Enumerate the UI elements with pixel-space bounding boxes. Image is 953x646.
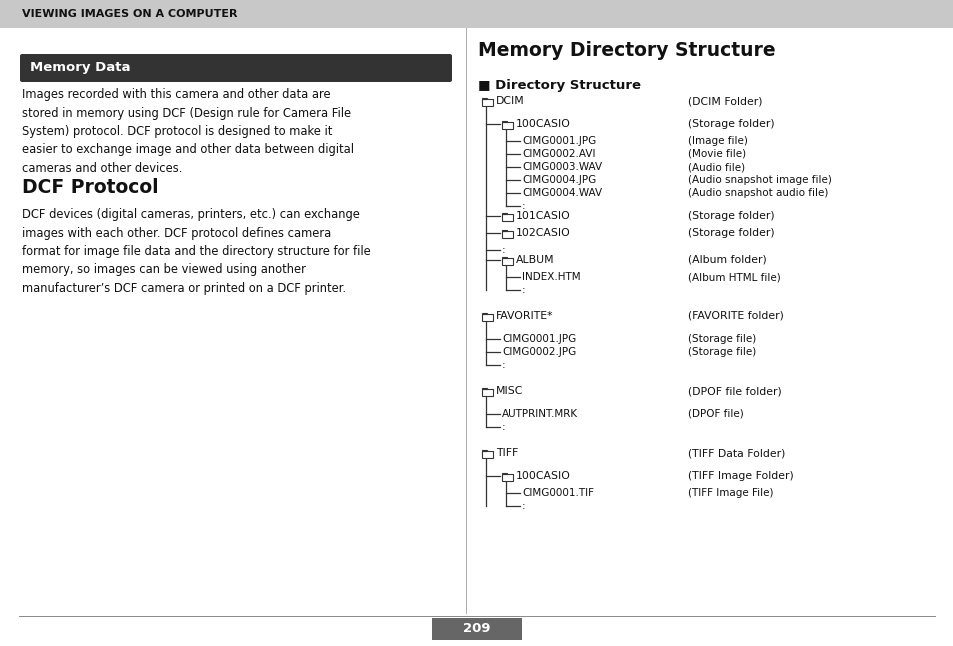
Text: CIMG0001.JPG: CIMG0001.JPG — [501, 334, 576, 344]
Bar — [501, 122, 513, 129]
Text: Images recorded with this camera and other data are
stored in memory using DCF (: Images recorded with this camera and oth… — [22, 88, 354, 175]
Text: (DCIM Folder): (DCIM Folder) — [687, 96, 761, 106]
Text: 100CASIO: 100CASIO — [516, 119, 570, 129]
Text: ALBUM: ALBUM — [516, 255, 554, 265]
Bar — [501, 231, 513, 238]
Text: (Album HTML file): (Album HTML file) — [687, 272, 780, 282]
Text: (Movie file): (Movie file) — [687, 149, 745, 159]
Bar — [501, 213, 506, 214]
Text: MISC: MISC — [496, 386, 523, 396]
Text: CIMG0004.JPG: CIMG0004.JPG — [521, 175, 596, 185]
Text: INDEX.HTM: INDEX.HTM — [521, 272, 580, 282]
Text: (Storage folder): (Storage folder) — [687, 119, 774, 129]
Text: (Audio snapshot image file): (Audio snapshot image file) — [687, 175, 831, 185]
Text: CIMG0001.JPG: CIMG0001.JPG — [521, 136, 596, 146]
Bar — [501, 473, 506, 474]
Text: ■ Directory Structure: ■ Directory Structure — [477, 79, 640, 92]
Text: 101CASIO: 101CASIO — [516, 211, 570, 221]
Bar — [501, 230, 506, 231]
Bar — [481, 390, 493, 396]
Text: :: : — [501, 422, 505, 432]
Text: :: : — [521, 501, 525, 511]
Text: (Storage folder): (Storage folder) — [687, 211, 774, 221]
Text: DCIM: DCIM — [496, 96, 524, 106]
Bar — [481, 98, 486, 99]
Text: AUTPRINT.MRK: AUTPRINT.MRK — [501, 409, 578, 419]
Bar — [501, 214, 513, 221]
Text: (DPOF file): (DPOF file) — [687, 409, 743, 419]
Text: (TIFF Image Folder): (TIFF Image Folder) — [687, 471, 793, 481]
Bar — [0, 0, 953, 28]
Text: DCF Protocol: DCF Protocol — [22, 178, 158, 197]
Bar — [501, 474, 513, 481]
Text: :: : — [501, 360, 505, 370]
Text: CIMG0002.JPG: CIMG0002.JPG — [501, 347, 576, 357]
Text: (Audio snapshot audio file): (Audio snapshot audio file) — [687, 188, 827, 198]
Text: VIEWING IMAGES ON A COMPUTER: VIEWING IMAGES ON A COMPUTER — [22, 9, 237, 19]
Bar — [481, 99, 493, 106]
Text: (Storage folder): (Storage folder) — [687, 228, 774, 238]
Bar — [481, 450, 486, 452]
Text: Memory Data: Memory Data — [30, 61, 131, 74]
Bar — [481, 452, 493, 458]
Text: (TIFF Data Folder): (TIFF Data Folder) — [687, 448, 784, 458]
Bar — [481, 313, 486, 315]
Text: (DPOF file folder): (DPOF file folder) — [687, 386, 781, 396]
Text: FAVORITE*: FAVORITE* — [496, 311, 553, 321]
Text: 102CASIO: 102CASIO — [516, 228, 570, 238]
Bar — [481, 388, 486, 390]
Bar — [501, 257, 506, 258]
Text: 100CASIO: 100CASIO — [516, 471, 570, 481]
Text: (Album folder): (Album folder) — [687, 255, 766, 265]
Text: CIMG0002.AVI: CIMG0002.AVI — [521, 149, 595, 159]
Text: (Audio file): (Audio file) — [687, 162, 744, 172]
Text: CIMG0004.WAV: CIMG0004.WAV — [521, 188, 601, 198]
Text: CIMG0003.WAV: CIMG0003.WAV — [521, 162, 601, 172]
Bar — [501, 121, 506, 122]
Text: DCF devices (digital cameras, printers, etc.) can exchange
images with each othe: DCF devices (digital cameras, printers, … — [22, 208, 371, 295]
Bar — [501, 258, 513, 265]
Text: 209: 209 — [463, 623, 490, 636]
Text: (Image file): (Image file) — [687, 136, 747, 146]
Text: :: : — [501, 245, 505, 255]
Text: (Storage file): (Storage file) — [687, 347, 756, 357]
FancyBboxPatch shape — [20, 54, 452, 82]
Text: Memory Directory Structure: Memory Directory Structure — [477, 41, 775, 60]
Text: (Storage file): (Storage file) — [687, 334, 756, 344]
Bar — [432, 618, 521, 640]
Text: :: : — [521, 285, 525, 295]
Text: :: : — [521, 201, 525, 211]
Text: (FAVORITE folder): (FAVORITE folder) — [687, 311, 783, 321]
Text: TIFF: TIFF — [496, 448, 517, 458]
Text: CIMG0001.TIF: CIMG0001.TIF — [521, 488, 594, 498]
Bar — [481, 315, 493, 321]
Text: (TIFF Image File): (TIFF Image File) — [687, 488, 773, 498]
